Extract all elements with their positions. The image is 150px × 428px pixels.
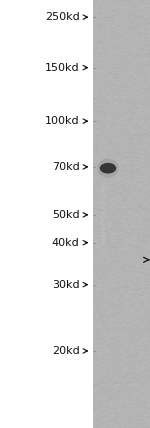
Text: 50kd: 50kd xyxy=(52,210,80,220)
Text: 70kd: 70kd xyxy=(52,162,80,172)
Ellipse shape xyxy=(97,159,119,178)
Bar xyxy=(93,0,150,428)
Text: 100kd: 100kd xyxy=(45,116,80,126)
Text: 40kd: 40kd xyxy=(52,238,80,248)
Text: WWW.PTGLAB.COM: WWW.PTGLAB.COM xyxy=(102,184,107,244)
Text: 20kd: 20kd xyxy=(52,346,80,356)
Text: 150kd: 150kd xyxy=(45,62,80,73)
Ellipse shape xyxy=(100,163,116,174)
Text: 30kd: 30kd xyxy=(52,279,80,290)
Text: 250kd: 250kd xyxy=(45,12,80,22)
